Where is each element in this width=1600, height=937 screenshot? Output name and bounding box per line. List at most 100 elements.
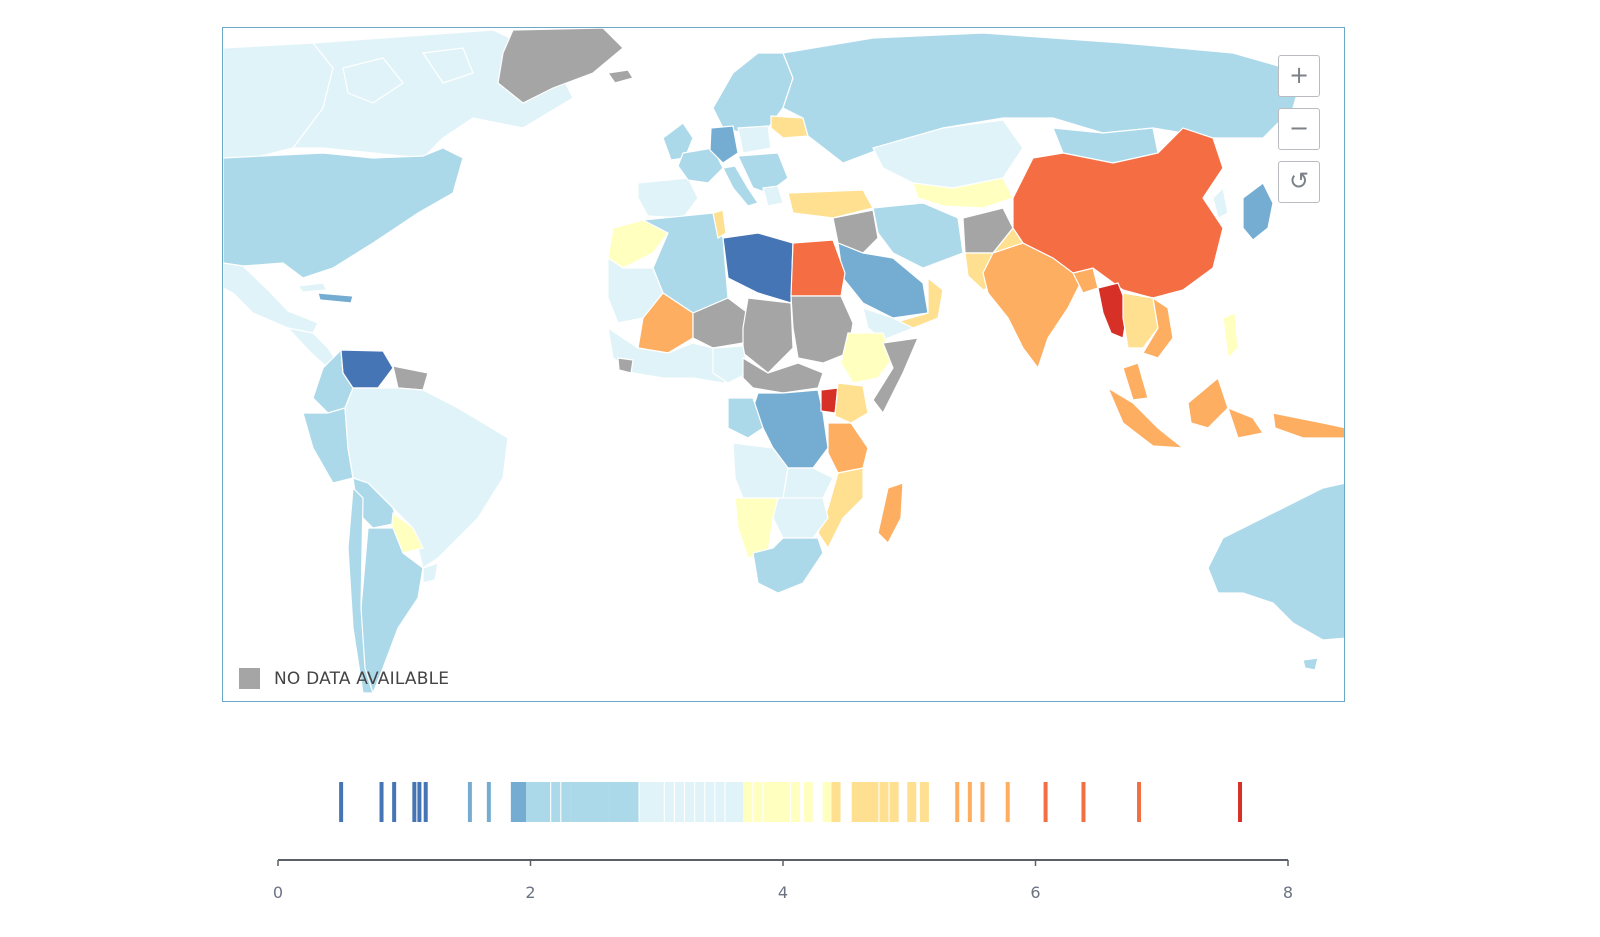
region-madagascar[interactable] — [877, 482, 904, 545]
region-car-cameroon[interactable] — [742, 356, 824, 394]
distribution-bar[interactable] — [541, 782, 551, 822]
distribution-bar[interactable] — [685, 782, 695, 822]
region-turkey[interactable] — [787, 189, 874, 219]
zoom-in-button[interactable]: + — [1278, 55, 1320, 97]
distribution-bar[interactable] — [919, 782, 929, 822]
distribution-bar[interactable] — [907, 782, 917, 822]
distribution-bar[interactable] — [763, 782, 773, 822]
region-philippines[interactable] — [1222, 312, 1239, 360]
region-congo-gabon[interactable] — [727, 397, 764, 439]
distribution-bar[interactable] — [674, 782, 684, 822]
distribution-bar[interactable] — [980, 782, 985, 822]
distribution-bar[interactable] — [629, 782, 639, 822]
region-sudan[interactable] — [790, 295, 854, 364]
region-uk-ireland[interactable] — [662, 122, 694, 161]
distribution-bar[interactable] — [520, 782, 530, 822]
distribution-bar[interactable] — [417, 782, 422, 822]
distribution-bar[interactable] — [725, 782, 735, 822]
region-venezuela[interactable] — [340, 349, 394, 389]
distribution-bar[interactable] — [392, 782, 397, 822]
region-yemen[interactable] — [862, 307, 915, 341]
region-greenland[interactable] — [497, 28, 624, 104]
distribution-bar[interactable] — [486, 782, 491, 822]
distribution-bar[interactable] — [526, 782, 535, 822]
region-iceland[interactable] — [606, 69, 634, 84]
region-egypt[interactable] — [790, 239, 846, 297]
zoom-out-button[interactable]: − — [1278, 108, 1320, 150]
distribution-bar[interactable] — [639, 782, 649, 822]
distribution-bar[interactable] — [1081, 782, 1086, 822]
region-myanmar[interactable] — [1097, 282, 1129, 339]
distribution-bar[interactable] — [955, 782, 960, 822]
region-uruguay[interactable] — [422, 562, 439, 584]
distribution-bar[interactable] — [715, 782, 725, 822]
region-tanzania[interactable] — [827, 422, 869, 474]
region-vietnam-cambodia[interactable] — [1142, 296, 1174, 359]
region-italy[interactable] — [722, 165, 759, 207]
distribution-bar[interactable] — [576, 782, 586, 822]
distribution-bar[interactable] — [561, 782, 571, 822]
region-usa[interactable] — [223, 147, 464, 279]
region-tunisia[interactable] — [712, 209, 727, 239]
region-japan[interactable] — [1242, 182, 1274, 241]
distribution-bar[interactable] — [624, 782, 634, 822]
distribution-bar[interactable] — [599, 782, 609, 822]
region-kenya[interactable] — [834, 382, 869, 424]
distribution-bar[interactable] — [379, 782, 384, 822]
distribution-bar[interactable] — [860, 782, 870, 822]
distribution-bar[interactable] — [967, 782, 972, 822]
distribution-bar[interactable] — [781, 782, 791, 822]
distribution-bar[interactable] — [889, 782, 899, 822]
distribution-bar[interactable] — [536, 782, 546, 822]
distribution-bar[interactable] — [1043, 782, 1048, 822]
region-libya[interactable] — [722, 232, 794, 304]
distribution-bar[interactable] — [515, 782, 525, 822]
region-korea[interactable] — [1212, 186, 1229, 219]
distribution-bar[interactable] — [791, 782, 801, 822]
region-poland[interactable] — [737, 125, 772, 154]
distribution-bar[interactable] — [412, 782, 417, 822]
region-germany[interactable] — [709, 125, 739, 164]
region-nigeria[interactable] — [712, 345, 749, 384]
distribution-bar[interactable] — [851, 782, 861, 822]
distribution-bar[interactable] — [570, 782, 580, 822]
region-guinea[interactable] — [617, 357, 634, 374]
region-iran[interactable] — [872, 202, 964, 269]
region-greece[interactable] — [762, 185, 784, 207]
distribution-bar[interactable] — [705, 782, 715, 822]
region-canada-islands[interactable] — [342, 47, 474, 104]
distribution-bar[interactable] — [339, 782, 344, 822]
distribution-bar[interactable] — [551, 782, 561, 822]
region-somalia[interactable] — [872, 337, 919, 415]
region-chile[interactable] — [347, 486, 374, 694]
region-ethiopia[interactable] — [840, 332, 894, 384]
distribution-bar[interactable] — [591, 782, 601, 822]
region-south-africa[interactable] — [752, 537, 824, 594]
distribution-bar[interactable] — [803, 782, 813, 822]
distribution-bar[interactable] — [831, 782, 841, 822]
distribution-bar[interactable] — [1137, 782, 1142, 822]
distribution-bar[interactable] — [645, 782, 655, 822]
map-canvas[interactable] — [223, 28, 1345, 702]
world-choropleth-map[interactable]: + − ↺ NO DATA AVAILABLE — [222, 27, 1345, 702]
distribution-bar[interactable] — [664, 782, 674, 822]
distribution-bar[interactable] — [695, 782, 705, 822]
distribution-bar[interactable] — [423, 782, 428, 822]
region-ukraine[interactable] — [770, 115, 809, 139]
region-iberia[interactable] — [637, 177, 699, 219]
region-caribbean[interactable] — [317, 292, 354, 304]
region-brazil[interactable] — [344, 387, 509, 569]
region-china[interactable] — [1012, 127, 1224, 299]
region-russia[interactable] — [782, 32, 1304, 164]
region-tasmania[interactable] — [1302, 657, 1319, 671]
distribution-bar[interactable] — [1238, 782, 1243, 822]
distribution-bar[interactable] — [753, 782, 763, 822]
distribution-bar[interactable] — [467, 782, 472, 822]
region-malaysia[interactable] — [1122, 362, 1149, 401]
region-central-asia[interactable] — [912, 177, 1014, 209]
region-cuba-area[interactable] — [296, 282, 328, 293]
region-chad[interactable] — [742, 297, 794, 374]
region-indonesia[interactable] — [1106, 376, 1345, 449]
region-australia[interactable] — [1207, 482, 1345, 641]
distribution-bar[interactable] — [772, 782, 782, 822]
